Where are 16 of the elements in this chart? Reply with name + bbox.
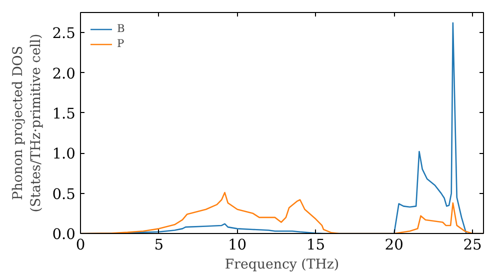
x-tick-label: 0	[76, 236, 86, 254]
y-tick-label: 2.0	[52, 65, 76, 82]
x-tick-label: 25	[463, 236, 482, 254]
x-tick-label: 5	[154, 236, 164, 254]
x-axis-title: Frequency (THz)	[224, 258, 340, 272]
y-tick-label: 1.0	[52, 146, 76, 163]
legend-label: B	[117, 22, 126, 35]
x-tick-label: 10	[228, 236, 247, 254]
y-axis-title: Phonon projected DOS (States/THz·primitive cell)	[11, 34, 44, 212]
x-tick-label: 15	[306, 236, 326, 254]
y-tick-label: 0.5	[52, 186, 76, 203]
y-tick-label: 0.0	[52, 226, 76, 243]
y-tick-label: 1.5	[52, 105, 76, 122]
y-tick-label: 2.5	[52, 25, 76, 42]
x-tick-label: 20	[384, 236, 404, 254]
legend-label: P	[117, 37, 126, 50]
